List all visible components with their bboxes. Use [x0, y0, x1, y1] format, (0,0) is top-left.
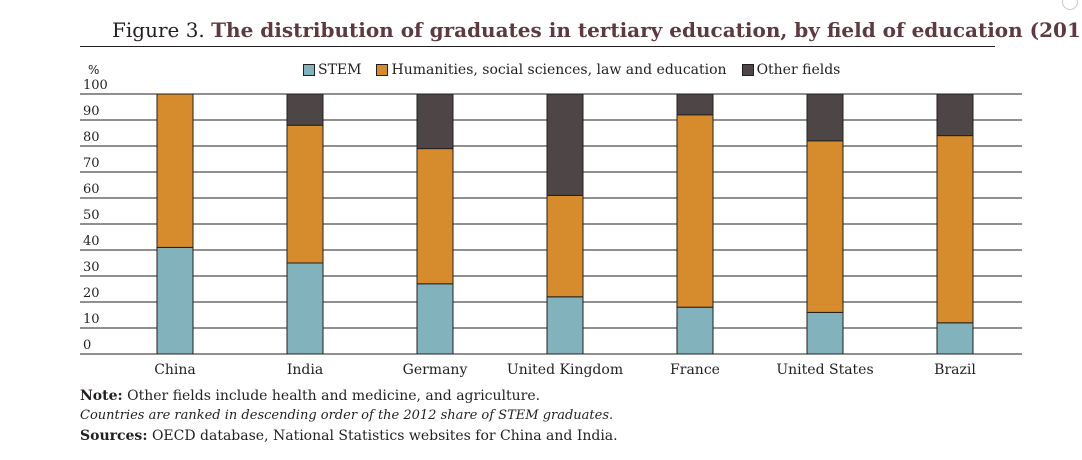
ranking-note: Countries are ranked in descending order…	[80, 408, 614, 423]
legend-swatch-stem	[303, 64, 315, 76]
bar-segment-other	[676, 93, 714, 116]
figure-title-text: The distribution of graduates in tertiar…	[211, 18, 1082, 42]
y-tick-label: 20	[83, 286, 100, 301]
y-tick-label: 60	[83, 182, 100, 197]
bar-segment-humanities	[936, 135, 974, 324]
bar-segment-humanities	[156, 93, 194, 248]
y-tick-label: 90	[83, 104, 100, 119]
y-tick-label: 50	[83, 208, 100, 223]
y-tick-label: 100	[83, 78, 108, 93]
bar-segment-stem	[286, 262, 324, 355]
bar-segment-other	[546, 93, 584, 196]
x-tick-label: United Kingdom	[507, 362, 623, 378]
bar-segment-humanities	[806, 140, 844, 313]
bar-segment-humanities	[676, 114, 714, 308]
bar-segment-other	[936, 93, 974, 137]
y-tick-label: 70	[83, 156, 100, 171]
bar-segment-stem	[936, 322, 974, 355]
sources-line: Sources: OECD database, National Statist…	[80, 426, 618, 446]
figure-title: Figure 3. The distribution of graduates …	[112, 18, 1082, 42]
y-tick-label: 10	[83, 312, 100, 327]
x-tick-label: France	[670, 362, 720, 378]
bar-segment-stem	[806, 311, 844, 355]
bar-segment-other	[806, 93, 844, 142]
bar-segment-humanities	[286, 124, 324, 264]
x-tick-label: Germany	[403, 362, 468, 378]
bar-segment-stem	[416, 283, 454, 355]
legend-item-stem: STEM	[303, 62, 361, 78]
legend-item-humanities: Humanities, social sciences, law and edu…	[376, 62, 727, 78]
legend-label-stem: STEM	[318, 62, 362, 78]
bar-segment-humanities	[416, 148, 454, 285]
note-label: Note:	[80, 388, 123, 404]
y-tick-label: 80	[83, 130, 100, 145]
bar-segment-other	[286, 93, 324, 126]
legend-swatch-humanities	[376, 64, 389, 76]
y-tick-label: 30	[83, 260, 100, 275]
title-rule	[80, 46, 995, 47]
y-tick-label: 0	[83, 338, 91, 353]
bar-segment-humanities	[546, 194, 584, 298]
figure-number: Figure 3.	[112, 18, 205, 42]
note-line: Note: Other fields include health and me…	[80, 386, 618, 406]
bar-segment-stem	[546, 296, 584, 355]
legend-label-other: Other fields	[756, 62, 841, 78]
x-tick-label: Brazil	[934, 362, 976, 378]
sources-text: OECD database, National Statistics websi…	[151, 428, 618, 444]
x-tick-label: India	[287, 362, 323, 378]
bar-segment-other	[416, 93, 454, 150]
notes-block: Note: Other fields include health and me…	[80, 386, 618, 446]
sources-label: Sources:	[80, 428, 148, 444]
legend-swatch-other	[741, 64, 754, 76]
x-tick-label: China	[154, 362, 196, 378]
y-tick-label: 40	[83, 234, 100, 249]
legend-item-other: Other fields	[741, 62, 841, 78]
bar-segment-stem	[156, 246, 194, 355]
legend-label-humanities: Humanities, social sciences, law and edu…	[391, 62, 727, 78]
note-text: Other fields include health and medicine…	[127, 388, 541, 404]
x-tick-label: United States	[776, 362, 873, 378]
chart-legend: STEM Humanities, social sciences, law an…	[303, 62, 840, 78]
bar-segment-stem	[676, 306, 714, 355]
y-unit-label: %	[88, 63, 99, 77]
